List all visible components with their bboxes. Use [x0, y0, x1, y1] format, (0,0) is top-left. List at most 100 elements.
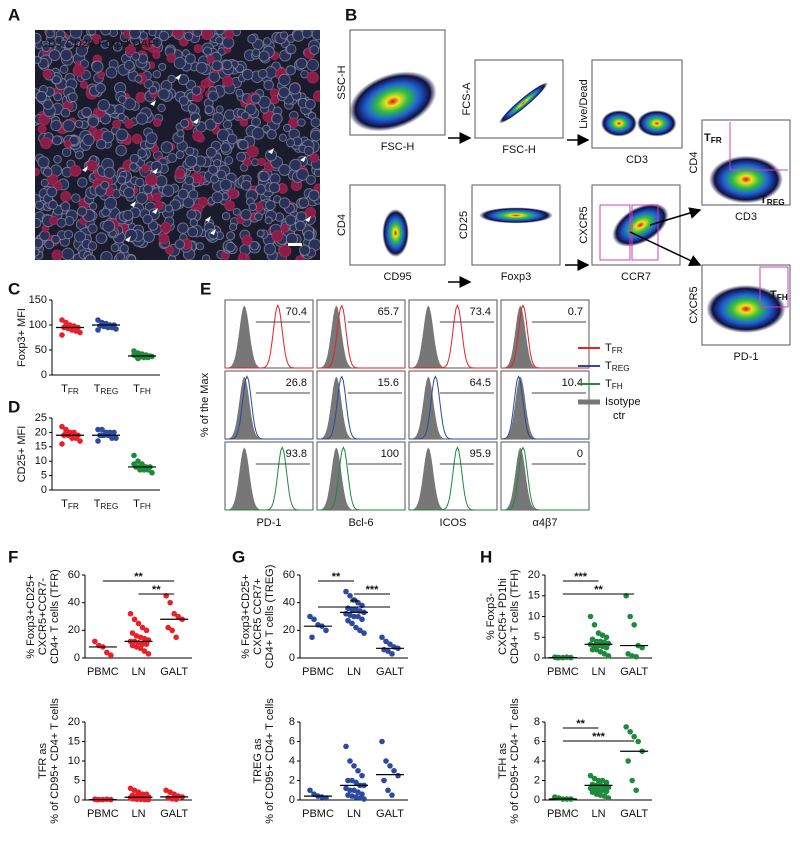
cell [42, 167, 53, 178]
dot [92, 638, 98, 645]
cell [180, 118, 190, 128]
cell [303, 229, 315, 241]
cell [240, 179, 252, 191]
gate-label: TFH [770, 289, 788, 302]
x-tick-label: LN [347, 666, 361, 678]
x-tick-label: PBMC [87, 666, 119, 678]
cell [187, 226, 199, 238]
x-tick-label: LN [591, 666, 605, 678]
cell [278, 244, 292, 258]
y-tick-label: 20 [528, 569, 540, 581]
cell [296, 168, 309, 181]
dot [145, 467, 151, 473]
y-axis-label: % Foxp3+CD25+ [25, 574, 37, 658]
cell [53, 92, 63, 102]
dot [307, 613, 313, 620]
cell [244, 103, 257, 116]
histogram [317, 446, 405, 511]
cell [297, 118, 306, 127]
x-tick-label: GALT [376, 808, 404, 820]
isotype-histogram [409, 305, 497, 368]
dot [389, 792, 395, 798]
cell [285, 232, 299, 246]
cell [129, 162, 138, 171]
cell [271, 112, 283, 125]
cell [278, 133, 287, 142]
cell [222, 75, 234, 88]
cell [174, 239, 185, 250]
cell [195, 61, 208, 74]
percent-label: 65.7 [378, 306, 399, 318]
cell [35, 32, 42, 44]
cell [177, 222, 189, 234]
isotype-histogram [225, 376, 313, 439]
cell [141, 163, 151, 174]
cell [128, 30, 141, 40]
cell [112, 41, 123, 52]
gate-label: TREG [760, 194, 785, 207]
y-tick-label: 25 [35, 412, 47, 424]
percent-label: 73.4 [470, 306, 491, 318]
cell [262, 124, 271, 133]
cell [79, 80, 88, 89]
cell [215, 36, 224, 45]
flow-x-label: CD3 [735, 211, 757, 223]
x-tick-label-part: FH [140, 387, 151, 396]
dot [593, 638, 600, 645]
significance-label: *** [574, 571, 588, 583]
gate-label-part: T [760, 194, 767, 206]
y-axis-label: TREG as [252, 738, 264, 784]
cell [271, 230, 284, 242]
dot [149, 469, 155, 476]
cell [192, 164, 201, 173]
cell [117, 95, 127, 104]
cell [210, 174, 219, 184]
cell [148, 85, 158, 95]
cell [97, 98, 110, 112]
cell [295, 254, 305, 260]
arrowhead [300, 156, 306, 162]
column-label: ICOS [440, 517, 467, 529]
cell [251, 117, 261, 128]
dot [95, 438, 101, 444]
dot [355, 599, 361, 606]
cell [186, 209, 197, 220]
panel-letter: H [480, 547, 492, 566]
x-tick-label: GALT [620, 808, 648, 820]
cell [312, 90, 320, 102]
cell [296, 211, 307, 222]
cell [41, 43, 51, 53]
cell [88, 30, 97, 36]
dot [129, 630, 136, 636]
dot [623, 724, 629, 730]
x-tick-label-part: REG [100, 387, 118, 396]
cell [42, 69, 53, 79]
cell [51, 75, 62, 85]
cell [173, 56, 187, 70]
histogram [501, 446, 589, 511]
dot [639, 644, 645, 651]
y-tick-label: 5 [74, 774, 80, 786]
dot [173, 796, 179, 803]
cell [176, 129, 185, 138]
dot [343, 743, 349, 750]
density [612, 203, 669, 247]
cell [224, 200, 236, 212]
density [498, 82, 548, 124]
histogram [317, 375, 405, 440]
cell [91, 60, 104, 73]
cell [174, 168, 186, 180]
cell [72, 64, 86, 77]
dot [108, 652, 114, 659]
dot [73, 435, 79, 441]
cell [158, 62, 167, 71]
cell [62, 119, 76, 133]
panel-letter: F [8, 547, 18, 566]
cell [285, 138, 296, 148]
cell [74, 119, 84, 129]
cell [63, 139, 72, 149]
gate-label: TFR [704, 132, 722, 145]
cell [242, 157, 252, 167]
cell [178, 95, 189, 106]
cell [131, 51, 141, 61]
